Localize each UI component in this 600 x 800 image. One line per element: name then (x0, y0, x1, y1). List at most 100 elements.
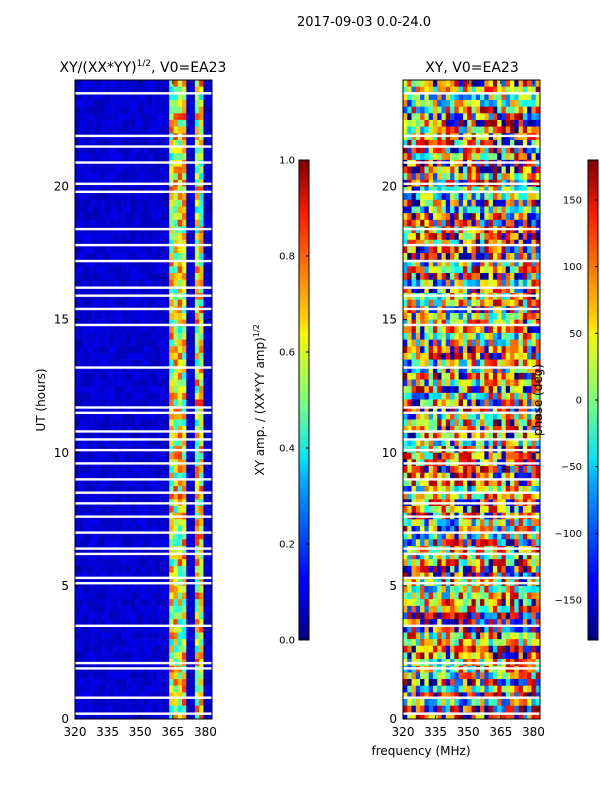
phase-heatmap-cell (535, 299, 541, 307)
phase-heatmap-cell (497, 379, 502, 387)
amplitude-heatmap-cell (109, 199, 114, 207)
amplitude-heatmap-cell (164, 605, 170, 613)
phase-heatmap-cell (501, 173, 507, 181)
amplitude-heatmap-cell (147, 672, 153, 680)
phase-heatmap-cell (454, 266, 459, 274)
phase-heatmap-cell (415, 99, 421, 107)
amplitude-heatmap-cell (113, 193, 119, 201)
phase-heatmap-cell (471, 106, 477, 114)
amplitude-heatmap-cell (177, 273, 183, 280)
amplitude-heatmap-cell (173, 479, 179, 487)
phase-heatmap-cell (441, 439, 447, 447)
phase-heatmap-cell (450, 126, 455, 134)
phase-heatmap-cell (450, 439, 455, 447)
phase-heatmap-cell (497, 153, 502, 161)
amplitude-heatmap-cell (143, 199, 149, 207)
phase-heatmap-cell (454, 399, 459, 407)
amplitude-heatmap-cell (79, 605, 84, 613)
phase-heatmap-cell (403, 213, 408, 221)
amplitude-heatmap-cell (147, 639, 153, 647)
amplitude-heatmap-cell (182, 126, 187, 134)
phase-heatmap-cell (424, 126, 429, 134)
amplitude-heatmap-cell (190, 612, 196, 620)
phase-heatmap-cell (428, 139, 434, 147)
amplitude-heatmap-cell (75, 452, 80, 460)
phase-heatmap-cell (403, 99, 408, 107)
amplitude-heatmap-cell (169, 332, 174, 340)
amplitude-heatmap-cell (190, 86, 196, 94)
amplitude-heatmap-cell (87, 406, 93, 414)
amplitude-heatmap-cell (109, 412, 114, 420)
phase-heatmap-cell (467, 279, 472, 287)
amplitude-heatmap-cell (87, 592, 93, 600)
phase-heatmap-cell (454, 233, 459, 241)
phase-heatmap-cell (445, 113, 451, 121)
phase-heatmap-cell (415, 166, 421, 174)
amplitude-heatmap-cell (83, 625, 89, 633)
amplitude-heatmap-cell (134, 539, 140, 547)
amplitude-heatmap-cell (207, 126, 213, 134)
phase-heatmap-cell (488, 99, 494, 107)
amplitude-heatmap-cell (186, 479, 191, 487)
amplitude-heatmap-cell (186, 492, 191, 500)
amplitude-heatmap-cell (126, 352, 131, 360)
amplitude-heatmap-cell (152, 146, 157, 154)
amplitude-heatmap-cell (203, 312, 209, 320)
phase-heatmap-cell (411, 80, 417, 87)
amplitude-heatmap-cell (147, 625, 153, 633)
amplitude-heatmap-cell (100, 426, 106, 434)
phase-heatmap-cell (471, 153, 477, 161)
amplitude-heatmap-cell (152, 93, 157, 101)
phase-heatmap-cell (441, 259, 447, 267)
amplitude-heatmap-cell (186, 139, 191, 147)
amplitude-heatmap-cell (169, 93, 174, 101)
amplitude-heatmap-cell (87, 506, 93, 513)
amplitude-heatmap-cell (126, 605, 131, 613)
phase-heatmap-cell (432, 259, 438, 267)
amplitude-heatmap-cell (173, 679, 179, 687)
phase-heatmap-cell (492, 233, 498, 241)
amplitude-heatmap-cell (177, 126, 183, 134)
amplitude-heatmap-cell (139, 492, 144, 500)
amplitude-heatmap-cell (190, 539, 196, 547)
amplitude-heatmap-cell (96, 266, 101, 274)
amplitude-heatmap-cell (113, 246, 119, 254)
amplitude-heatmap-cell (186, 599, 191, 607)
phase-heatmap-cell (518, 419, 524, 427)
amplitude-heatmap-cell (143, 153, 149, 161)
phase-heatmap-cell (424, 299, 429, 307)
phase-heatmap-cell (531, 399, 537, 407)
amplitude-heatmap-cell (207, 233, 213, 241)
amplitude-heatmap-cell (156, 679, 161, 687)
amplitude-heatmap-cell (117, 279, 123, 287)
amplitude-heatmap-cell (130, 359, 136, 367)
amplitude-heatmap-cell (143, 392, 149, 400)
phase-heatmap-cell (445, 119, 451, 127)
phase-heatmap-cell (407, 386, 412, 394)
amplitude-heatmap-cell (203, 359, 209, 367)
phase-heatmap-cell (484, 332, 489, 340)
phase-heatmap-cell (535, 259, 541, 267)
amplitude-heatmap-cell (143, 486, 149, 493)
amplitude-heatmap-cell (109, 625, 114, 633)
amplitude-heatmap-cell (177, 592, 183, 600)
amplitude-heatmap-cell (122, 119, 127, 127)
phase-heatmap-cell (420, 206, 425, 214)
phase-heatmap-cell (492, 312, 498, 320)
amplitude-heatmap-cell (104, 506, 110, 513)
amplitude-heatmap-cell (173, 552, 179, 560)
amplitude-heatmap-cell (134, 525, 140, 533)
phase-heatmap-cell (411, 273, 417, 280)
phase-heatmap-cell (475, 146, 481, 154)
phase-heatmap-cell (480, 299, 485, 307)
amplitude-heatmap-cell (207, 645, 213, 653)
amplitude-heatmap-cell (169, 565, 174, 573)
phase-heatmap-cell (462, 259, 468, 267)
amplitude-heatmap-cell (87, 346, 93, 354)
phase-heatmap-cell (505, 166, 511, 174)
phase-heatmap-cell (535, 139, 541, 147)
amplitude-heatmap-cell (130, 645, 136, 653)
amplitude-heatmap-cell (96, 612, 101, 620)
amplitude-heatmap-cell (164, 572, 170, 580)
phase-heatmap-cell (450, 406, 455, 414)
